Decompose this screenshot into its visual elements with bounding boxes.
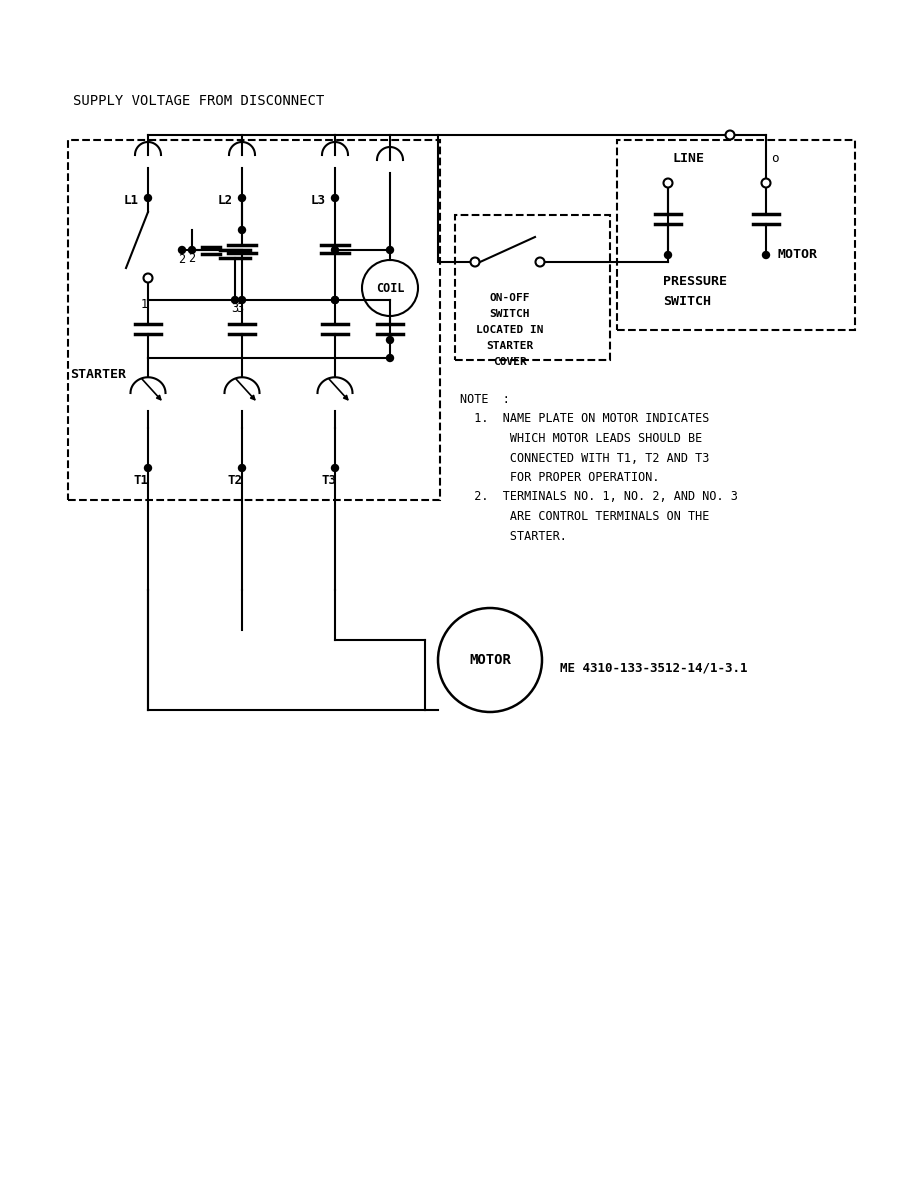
Text: L3: L3 (311, 194, 326, 207)
Circle shape (239, 195, 245, 202)
Circle shape (665, 252, 671, 259)
Circle shape (664, 178, 673, 188)
Text: MOTOR: MOTOR (778, 248, 818, 261)
Text: COIL: COIL (375, 282, 404, 295)
Text: o: o (771, 152, 778, 165)
Text: SWITCH: SWITCH (489, 309, 531, 320)
Circle shape (178, 246, 185, 253)
Text: T2: T2 (228, 474, 243, 487)
Text: T1: T1 (134, 474, 149, 487)
Circle shape (331, 465, 339, 472)
Circle shape (386, 336, 394, 343)
Text: 2: 2 (178, 253, 185, 266)
Circle shape (239, 297, 245, 303)
Circle shape (239, 227, 245, 234)
Circle shape (144, 195, 151, 202)
Text: L1: L1 (124, 194, 139, 207)
Text: PRESSURE: PRESSURE (663, 274, 727, 287)
Circle shape (535, 258, 544, 266)
Circle shape (386, 246, 394, 253)
Text: NOTE  :
  1.  NAME PLATE ON MOTOR INDICATES
       WHICH MOTOR LEADS SHOULD BE
 : NOTE : 1. NAME PLATE ON MOTOR INDICATES … (460, 393, 738, 543)
Text: ME 4310-133-3512-14/1-3.1: ME 4310-133-3512-14/1-3.1 (560, 662, 747, 675)
Text: MOTOR: MOTOR (469, 653, 511, 666)
Circle shape (725, 131, 734, 139)
Circle shape (331, 246, 339, 253)
Text: 2: 2 (188, 252, 196, 265)
Circle shape (331, 297, 339, 303)
Circle shape (188, 246, 196, 253)
Text: L2: L2 (218, 194, 233, 207)
Text: 3: 3 (231, 302, 239, 315)
Circle shape (763, 252, 769, 259)
Text: STARTER: STARTER (70, 368, 126, 381)
Circle shape (143, 273, 152, 283)
Text: SUPPLY VOLTAGE FROM DISCONNECT: SUPPLY VOLTAGE FROM DISCONNECT (73, 94, 324, 108)
Text: LINE: LINE (673, 152, 705, 165)
Circle shape (231, 297, 239, 303)
Text: 1: 1 (140, 298, 148, 311)
Circle shape (762, 178, 770, 188)
Text: SWITCH: SWITCH (663, 295, 711, 308)
Text: LOCATED IN: LOCATED IN (476, 326, 543, 335)
Text: COVER: COVER (493, 358, 527, 367)
Circle shape (331, 195, 339, 202)
Circle shape (144, 465, 151, 472)
Bar (68, 140, 440, 500)
Circle shape (331, 297, 339, 303)
Bar (617, 140, 855, 330)
Circle shape (471, 258, 479, 266)
Circle shape (386, 354, 394, 361)
Text: STARTER: STARTER (487, 341, 533, 350)
Circle shape (239, 465, 245, 472)
Text: T3: T3 (321, 474, 336, 487)
Bar (455, 215, 610, 360)
Text: 3: 3 (237, 302, 243, 315)
Text: ON-OFF: ON-OFF (489, 293, 531, 303)
